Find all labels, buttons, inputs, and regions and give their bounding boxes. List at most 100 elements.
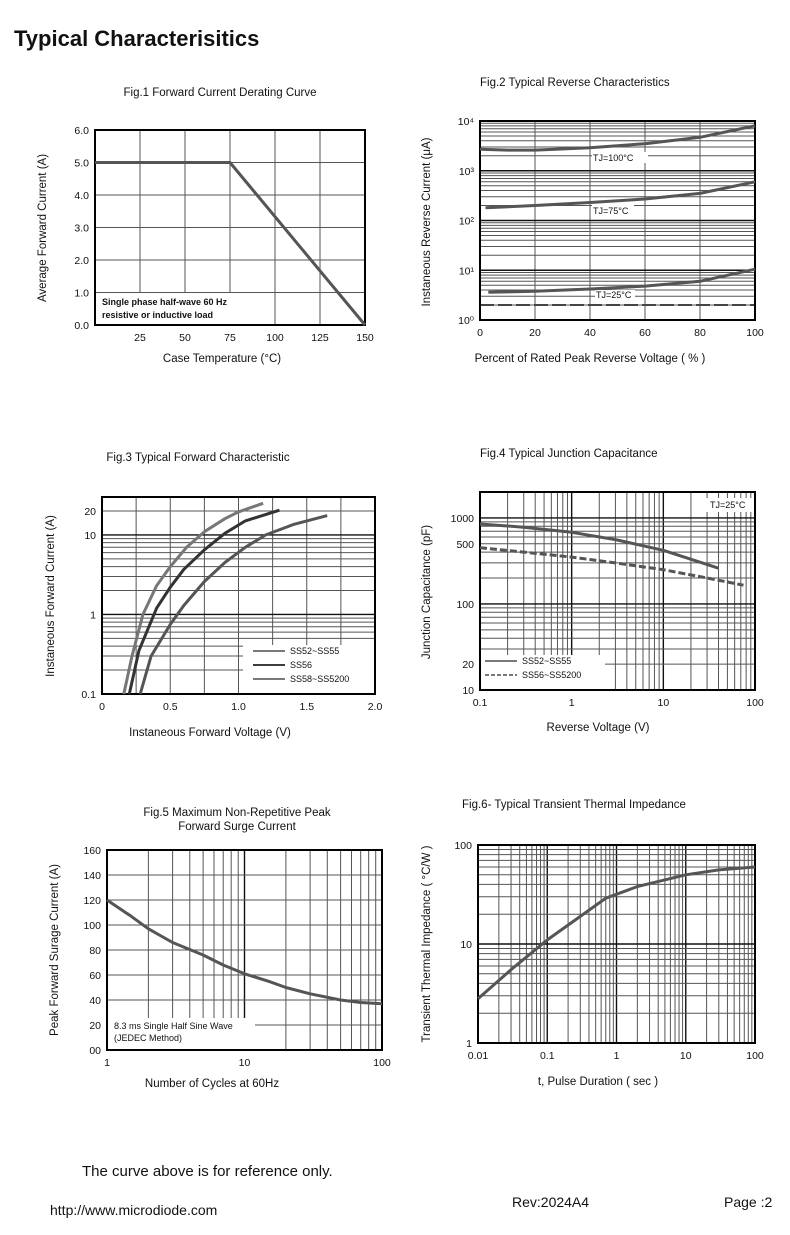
- x-axis-label: Reverse Voltage (V): [547, 722, 650, 734]
- y-tick-label: 10¹: [459, 265, 475, 277]
- chart-fig5: 1 10 100 00 20 40 60 80 100 120 140 160 Fig.5 Maximu…: [49, 807, 391, 1090]
- plot-frame: [479, 491, 756, 691]
- label-background: [595, 290, 635, 301]
- y-tick-label: 5.0: [74, 158, 89, 170]
- x-axis-label: Number of Cycles at 60Hz: [145, 1078, 279, 1090]
- x-tick-label: 10: [239, 1057, 251, 1069]
- x-tick-label: 75: [224, 332, 236, 344]
- y-tick-label: 2.0: [74, 255, 89, 267]
- legend-label: SS52~SS55: [290, 646, 339, 656]
- plot-frame: [101, 496, 376, 695]
- chart-title: Forward Surge Current: [178, 821, 296, 833]
- y-axis-label: Peak Forward Surage Current (A): [49, 864, 61, 1036]
- legend-label: SS56: [290, 660, 312, 670]
- x-tick-label: 0.1: [540, 1050, 555, 1062]
- x-axis-label: Instaneous Forward Voltage (V): [129, 727, 291, 739]
- chart-annotation: (JEDEC Method): [114, 1033, 182, 1043]
- y-tick-label: 20: [84, 506, 96, 518]
- chart-title: Fig.3 Typical Forward Characteristic: [106, 452, 289, 464]
- x-tick-label: 0.1: [473, 697, 488, 709]
- x-tick-label: 1: [569, 697, 575, 709]
- y-tick-label: 100: [454, 840, 472, 852]
- x-tick-label: 1.5: [299, 701, 314, 713]
- series-line-derating: [95, 161, 367, 326]
- y-tick-label: 1: [90, 609, 96, 621]
- x-tick-label: 10: [680, 1050, 692, 1062]
- disclaimer: The curve above is for reference only.: [82, 1163, 333, 1180]
- y-tick-label: 0.1: [81, 689, 96, 701]
- series-line-ss52-ss55: [479, 522, 719, 570]
- y-axis-label: Instaneous Reverse Current (μA): [421, 137, 433, 306]
- x-tick-label: 150: [356, 332, 374, 344]
- y-tick-label: 60: [89, 970, 101, 982]
- label-background: [592, 205, 634, 216]
- website-link[interactable]: http://www.microdiode.com: [50, 1202, 217, 1218]
- chart-title: Fig.2 Typical Reverse Characteristics: [480, 77, 670, 89]
- chart-title: Fig.4 Typical Junction Capacitance: [480, 448, 658, 460]
- legend-label: SS52~SS55: [522, 656, 571, 666]
- series-line-tj-100-c: [479, 124, 756, 152]
- chart-fig6: 0.01 0.1 1 10 100 1 10 100 Fig.6- Typical Transi…: [421, 799, 764, 1088]
- y-tick-label: 10⁴: [458, 116, 474, 128]
- series-line-tj-75-c: [485, 180, 756, 210]
- x-tick-label: 100: [746, 1050, 764, 1062]
- y-tick-label: 20: [89, 1020, 101, 1032]
- x-axis-label: Percent of Rated Peak Reverse Voltage ( …: [475, 353, 706, 365]
- series-line-ss56-ss5200: [479, 546, 744, 587]
- legend-label: SS56~SS5200: [522, 670, 581, 680]
- plot-frame: [94, 129, 366, 326]
- y-tick-label: 4.0: [74, 190, 89, 202]
- chart-annotation: TJ=25°C: [710, 500, 746, 510]
- y-tick-label: 100: [83, 920, 101, 932]
- chart-fig3: 0 0.5 1.0 1.5 2.0 0.1 1 10 20 Fig.3 Typical Forwa…: [45, 452, 382, 739]
- x-tick-label: 1: [104, 1057, 110, 1069]
- x-tick-label: 100: [266, 332, 284, 344]
- series-line-ss52-ss55: [122, 501, 264, 695]
- x-tick-label: 80: [694, 327, 706, 339]
- legend-box: [243, 645, 375, 694]
- x-tick-label: 0: [477, 327, 483, 339]
- chart-fig2: 0 20 40 60 80 100 10⁰ 10¹ 10² 10³ 10⁴ Fig.2 Typical…: [421, 77, 764, 365]
- page-title: Typical Characterisitics: [14, 26, 259, 51]
- y-tick-label: 80: [89, 945, 101, 957]
- x-tick-label: 0.01: [468, 1050, 489, 1062]
- chart-title: Fig.6- Typical Transient Thermal Impedan…: [462, 799, 686, 811]
- x-tick-label: 100: [746, 327, 764, 339]
- plot-frame: [479, 120, 756, 321]
- y-tick-label: 1.0: [74, 288, 89, 300]
- x-tick-label: 1.0: [231, 701, 246, 713]
- x-tick-label: 60: [639, 327, 651, 339]
- x-tick-label: 20: [529, 327, 541, 339]
- series-line-tj-25-c: [488, 267, 756, 294]
- label-background: [592, 152, 648, 163]
- chart-title: Fig.5 Maximum Non-Repetitive Peak: [143, 807, 331, 819]
- y-tick-label: 3.0: [74, 223, 89, 235]
- x-axis-label: t, Pulse Duration ( sec ): [538, 1076, 658, 1088]
- chart-annotation: 8.3 ms Single Half Sine Wave: [114, 1021, 233, 1031]
- series-line-ss58-ss5200: [138, 514, 328, 695]
- x-tick-label: 125: [311, 332, 329, 344]
- y-tick-label: 20: [462, 659, 474, 671]
- x-tick-label: 50: [179, 332, 191, 344]
- plot-frame: [477, 844, 756, 1044]
- x-tick-label: 0: [99, 701, 105, 713]
- series-line-thermal: [477, 865, 756, 1000]
- legend-label: SS58~SS5200: [290, 674, 349, 684]
- x-tick-label: 2.0: [368, 701, 383, 713]
- y-axis-label: Transient Thermal Impedance ( °C/W ): [421, 845, 433, 1042]
- y-tick-label: 40: [89, 995, 101, 1007]
- y-tick-label: 10⁰: [458, 315, 475, 327]
- page-number: Page :2: [724, 1194, 772, 1210]
- revision: Rev:2024A4: [512, 1194, 589, 1210]
- y-tick-label: 1000: [451, 513, 475, 525]
- x-tick-label: 0.5: [163, 701, 178, 713]
- x-axis-label: Case Temperature (°C): [163, 353, 281, 365]
- x-tick-label: 25: [134, 332, 146, 344]
- y-tick-label: 500: [456, 539, 474, 551]
- x-tick-label: 1: [614, 1050, 620, 1062]
- chart-title: Fig.1 Forward Current Derating Curve: [123, 87, 316, 99]
- annotation-box: [96, 293, 246, 324]
- series-line-surge: [106, 898, 383, 1006]
- y-axis-label: Instaneous Forward Current (A): [45, 515, 57, 677]
